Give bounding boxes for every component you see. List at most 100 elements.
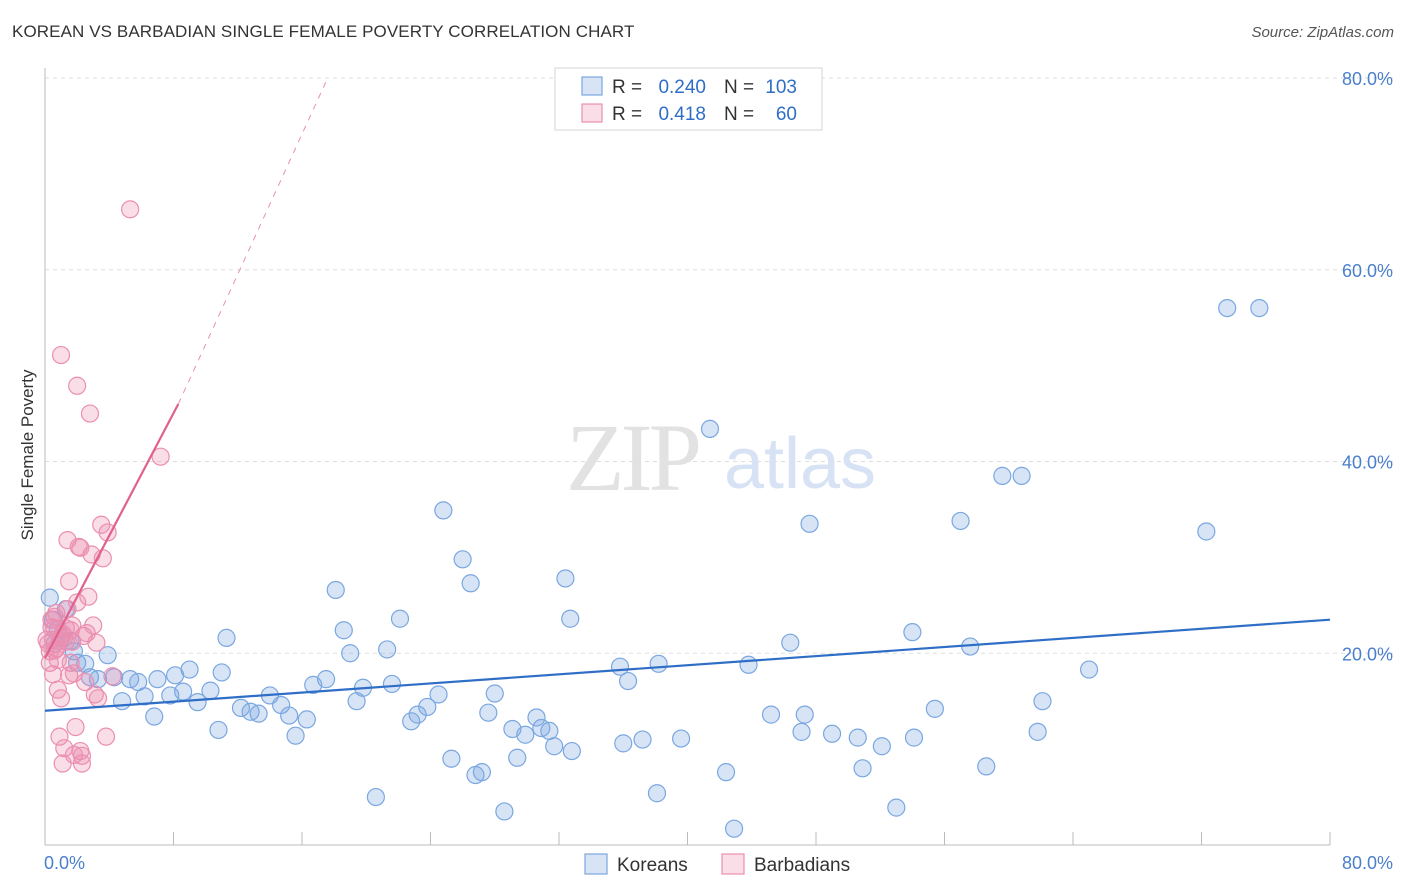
korean-point-104	[1218, 299, 1237, 318]
korean-point-80	[724, 819, 744, 838]
korean-point-78	[700, 419, 720, 439]
korean-point-76	[649, 654, 668, 673]
korean-point-46	[382, 674, 402, 694]
korean-point-38	[316, 670, 336, 689]
korean-point-77	[671, 729, 691, 748]
korean-point-81	[739, 655, 758, 674]
y-tick-labels: 20.0% 40.0% 60.0% 80.0%	[1342, 69, 1393, 664]
y-tick-label-0: 20.0%	[1342, 644, 1393, 664]
korean-point-23	[180, 660, 199, 679]
korean-point-89	[853, 759, 872, 778]
barbadian-point-58	[45, 607, 64, 626]
korean-point-22	[174, 682, 193, 701]
korean-point-45	[378, 640, 397, 659]
legend-r-value-korean: 0.240	[658, 77, 706, 98]
korean-point-90	[872, 737, 891, 756]
barbadian-point-17	[51, 689, 71, 708]
barbadian-point-47	[84, 616, 103, 635]
korean-point-57	[472, 763, 491, 782]
legend-r-value-barbadian: 0.418	[658, 104, 706, 125]
legend-n-label-korean: N =	[724, 77, 754, 98]
barbadian-point-34	[68, 376, 87, 395]
korean-point-12	[98, 646, 117, 665]
korean-point-102	[1079, 660, 1099, 679]
barbadian-point-15	[50, 727, 69, 746]
korean-point-92	[903, 623, 922, 642]
korean-point-25	[201, 681, 220, 700]
barbadian-point-44	[79, 587, 98, 606]
watermark: ZIP atlas	[566, 404, 876, 511]
korean-point-39	[326, 580, 345, 600]
legend-frame	[554, 67, 823, 131]
axes	[44, 68, 1331, 846]
korean-point-72	[614, 734, 633, 753]
korean-points	[40, 299, 1269, 838]
korean-point-52	[434, 501, 453, 520]
korean-point-58	[479, 703, 498, 722]
korean-point-60	[495, 802, 514, 821]
barbadian-point-50	[88, 689, 108, 708]
barbadian-point-16	[51, 345, 71, 365]
korean-point-40	[334, 621, 353, 640]
bottom-legend-swatch-korean	[584, 853, 608, 875]
korean-point-68	[556, 569, 575, 588]
korean-point-69	[561, 609, 580, 628]
watermark-zip: ZIP	[566, 404, 699, 511]
korean-point-91	[887, 798, 906, 817]
korean-point-94	[925, 699, 944, 718]
legend-swatch-barbadian	[581, 103, 603, 123]
gridlines	[45, 77, 1395, 654]
korean-point-49	[408, 705, 427, 724]
korean-trend-line	[44, 618, 1331, 712]
korean-point-13	[104, 668, 124, 687]
korean-point-34	[280, 706, 299, 725]
trend-lines	[44, 77, 1331, 712]
korean-point-88	[848, 728, 867, 747]
legend-n-label-barbadian: N =	[724, 104, 754, 125]
korean-point-51	[429, 685, 448, 704]
barbadian-point-49	[87, 633, 106, 652]
korean-point-66	[540, 721, 559, 741]
korean-point-74	[633, 730, 652, 749]
barbadian-trend-extension	[177, 77, 329, 405]
y-tick-label-2: 60.0%	[1342, 261, 1393, 281]
barbadian-point-39	[72, 746, 92, 765]
korean-point-98	[993, 466, 1012, 485]
korean-point-14	[112, 692, 132, 711]
korean-point-44	[366, 787, 385, 807]
korean-point-75	[647, 784, 667, 803]
bottom-legend-label-korean: Koreans	[617, 855, 688, 876]
korean-point-50	[418, 697, 437, 717]
korean-point-95	[951, 511, 970, 531]
barbadian-points	[37, 200, 170, 773]
korean-point-17	[135, 687, 154, 706]
korean-point-62	[508, 748, 527, 767]
legend-box: R = 0.240 N = 103 R = 0.418 N = 60	[554, 67, 823, 131]
korean-point-27	[212, 663, 231, 682]
korean-point-54	[453, 550, 472, 569]
korean-point-103	[1197, 522, 1216, 541]
korean-point-18	[145, 707, 164, 726]
legend-n-value-korean: 103	[765, 77, 797, 98]
korean-point-0	[40, 588, 59, 607]
barbadian-point-28	[61, 653, 80, 672]
korean-point-48	[402, 712, 421, 731]
korean-point-100	[1028, 722, 1047, 741]
korean-point-35	[286, 726, 305, 745]
korean-point-36	[297, 710, 316, 729]
barbadian-point-26	[59, 572, 79, 591]
korean-point-31	[249, 704, 268, 723]
barbadian-point-33	[66, 717, 85, 737]
korean-point-28	[217, 628, 236, 648]
barbadian-point-22	[56, 632, 75, 651]
korean-point-53	[442, 749, 461, 768]
barbadian-trend-line	[44, 403, 180, 659]
korean-point-63	[516, 725, 535, 744]
korean-point-87	[822, 724, 842, 743]
korean-point-85	[795, 705, 814, 724]
bottom-legend-label-barbadian: Barbadians	[754, 855, 850, 876]
korean-point-86	[800, 514, 819, 533]
korean-point-59	[485, 684, 504, 703]
legend-r-label-barbadian: R =	[612, 104, 642, 125]
x-tick-label-0: 0.0%	[44, 853, 85, 873]
